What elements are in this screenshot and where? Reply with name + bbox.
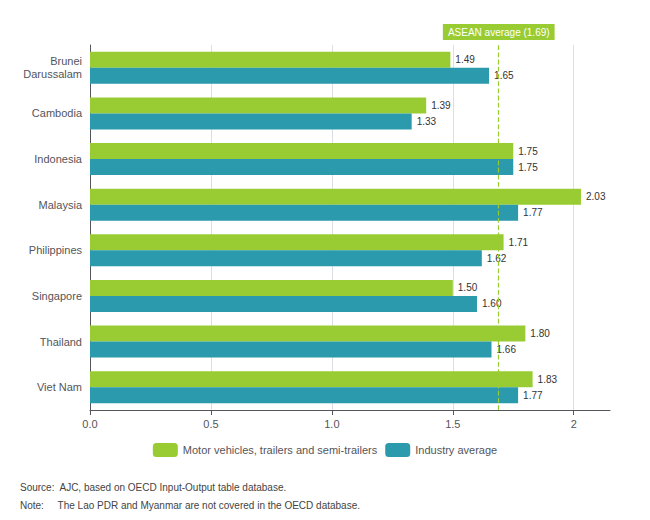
svg-text:1.33: 1.33 [417, 116, 437, 127]
svg-text:Darussalam: Darussalam [23, 68, 82, 80]
svg-text:ASEAN average (1.69): ASEAN average (1.69) [448, 27, 550, 38]
svg-text:2.03: 2.03 [586, 191, 606, 202]
svg-text:0.0: 0.0 [82, 418, 97, 430]
svg-text:1.77: 1.77 [523, 390, 543, 401]
svg-text:2: 2 [571, 418, 577, 430]
svg-text:1.5: 1.5 [445, 418, 460, 430]
svg-text:Motor vehicles, trailers and s: Motor vehicles, trailers and semi-traile… [183, 444, 378, 456]
svg-text:1.66: 1.66 [496, 344, 516, 355]
svg-text:1.39: 1.39 [431, 100, 451, 111]
svg-text:1.65: 1.65 [494, 70, 514, 81]
svg-text:Brunei: Brunei [50, 55, 82, 67]
svg-text:Singapore: Singapore [32, 290, 82, 302]
svg-text:Philippines: Philippines [29, 244, 83, 256]
svg-text:Cambodia: Cambodia [32, 107, 83, 119]
svg-text:1.62: 1.62 [487, 253, 507, 264]
svg-text:1.83: 1.83 [538, 374, 558, 385]
svg-text:1.50: 1.50 [458, 282, 478, 293]
svg-text:1.71: 1.71 [509, 237, 529, 248]
svg-text:Malaysia: Malaysia [39, 199, 83, 211]
svg-text:1.75: 1.75 [518, 146, 538, 157]
svg-text:1.60: 1.60 [482, 298, 502, 310]
svg-text:Source: AJC, based on OECD In: Source: AJC, based on OECD Input-Output … [20, 482, 286, 493]
svg-text:1.75: 1.75 [518, 162, 538, 173]
svg-text:1.0: 1.0 [324, 418, 339, 430]
svg-text:1.49: 1.49 [455, 54, 475, 65]
svg-text:1.77: 1.77 [523, 207, 543, 218]
svg-text:Indonesia: Indonesia [34, 153, 83, 165]
svg-text:Industry average: Industry average [415, 444, 497, 456]
svg-text:Thailand: Thailand [40, 336, 82, 348]
svg-text:Viet Nam: Viet Nam [37, 381, 82, 393]
svg-text:0.5: 0.5 [203, 418, 218, 430]
svg-text:Note: The Lao PDR and Myan: Note: The Lao PDR and Myanmar are not co… [20, 500, 360, 511]
svg-text:1.80: 1.80 [530, 328, 550, 339]
